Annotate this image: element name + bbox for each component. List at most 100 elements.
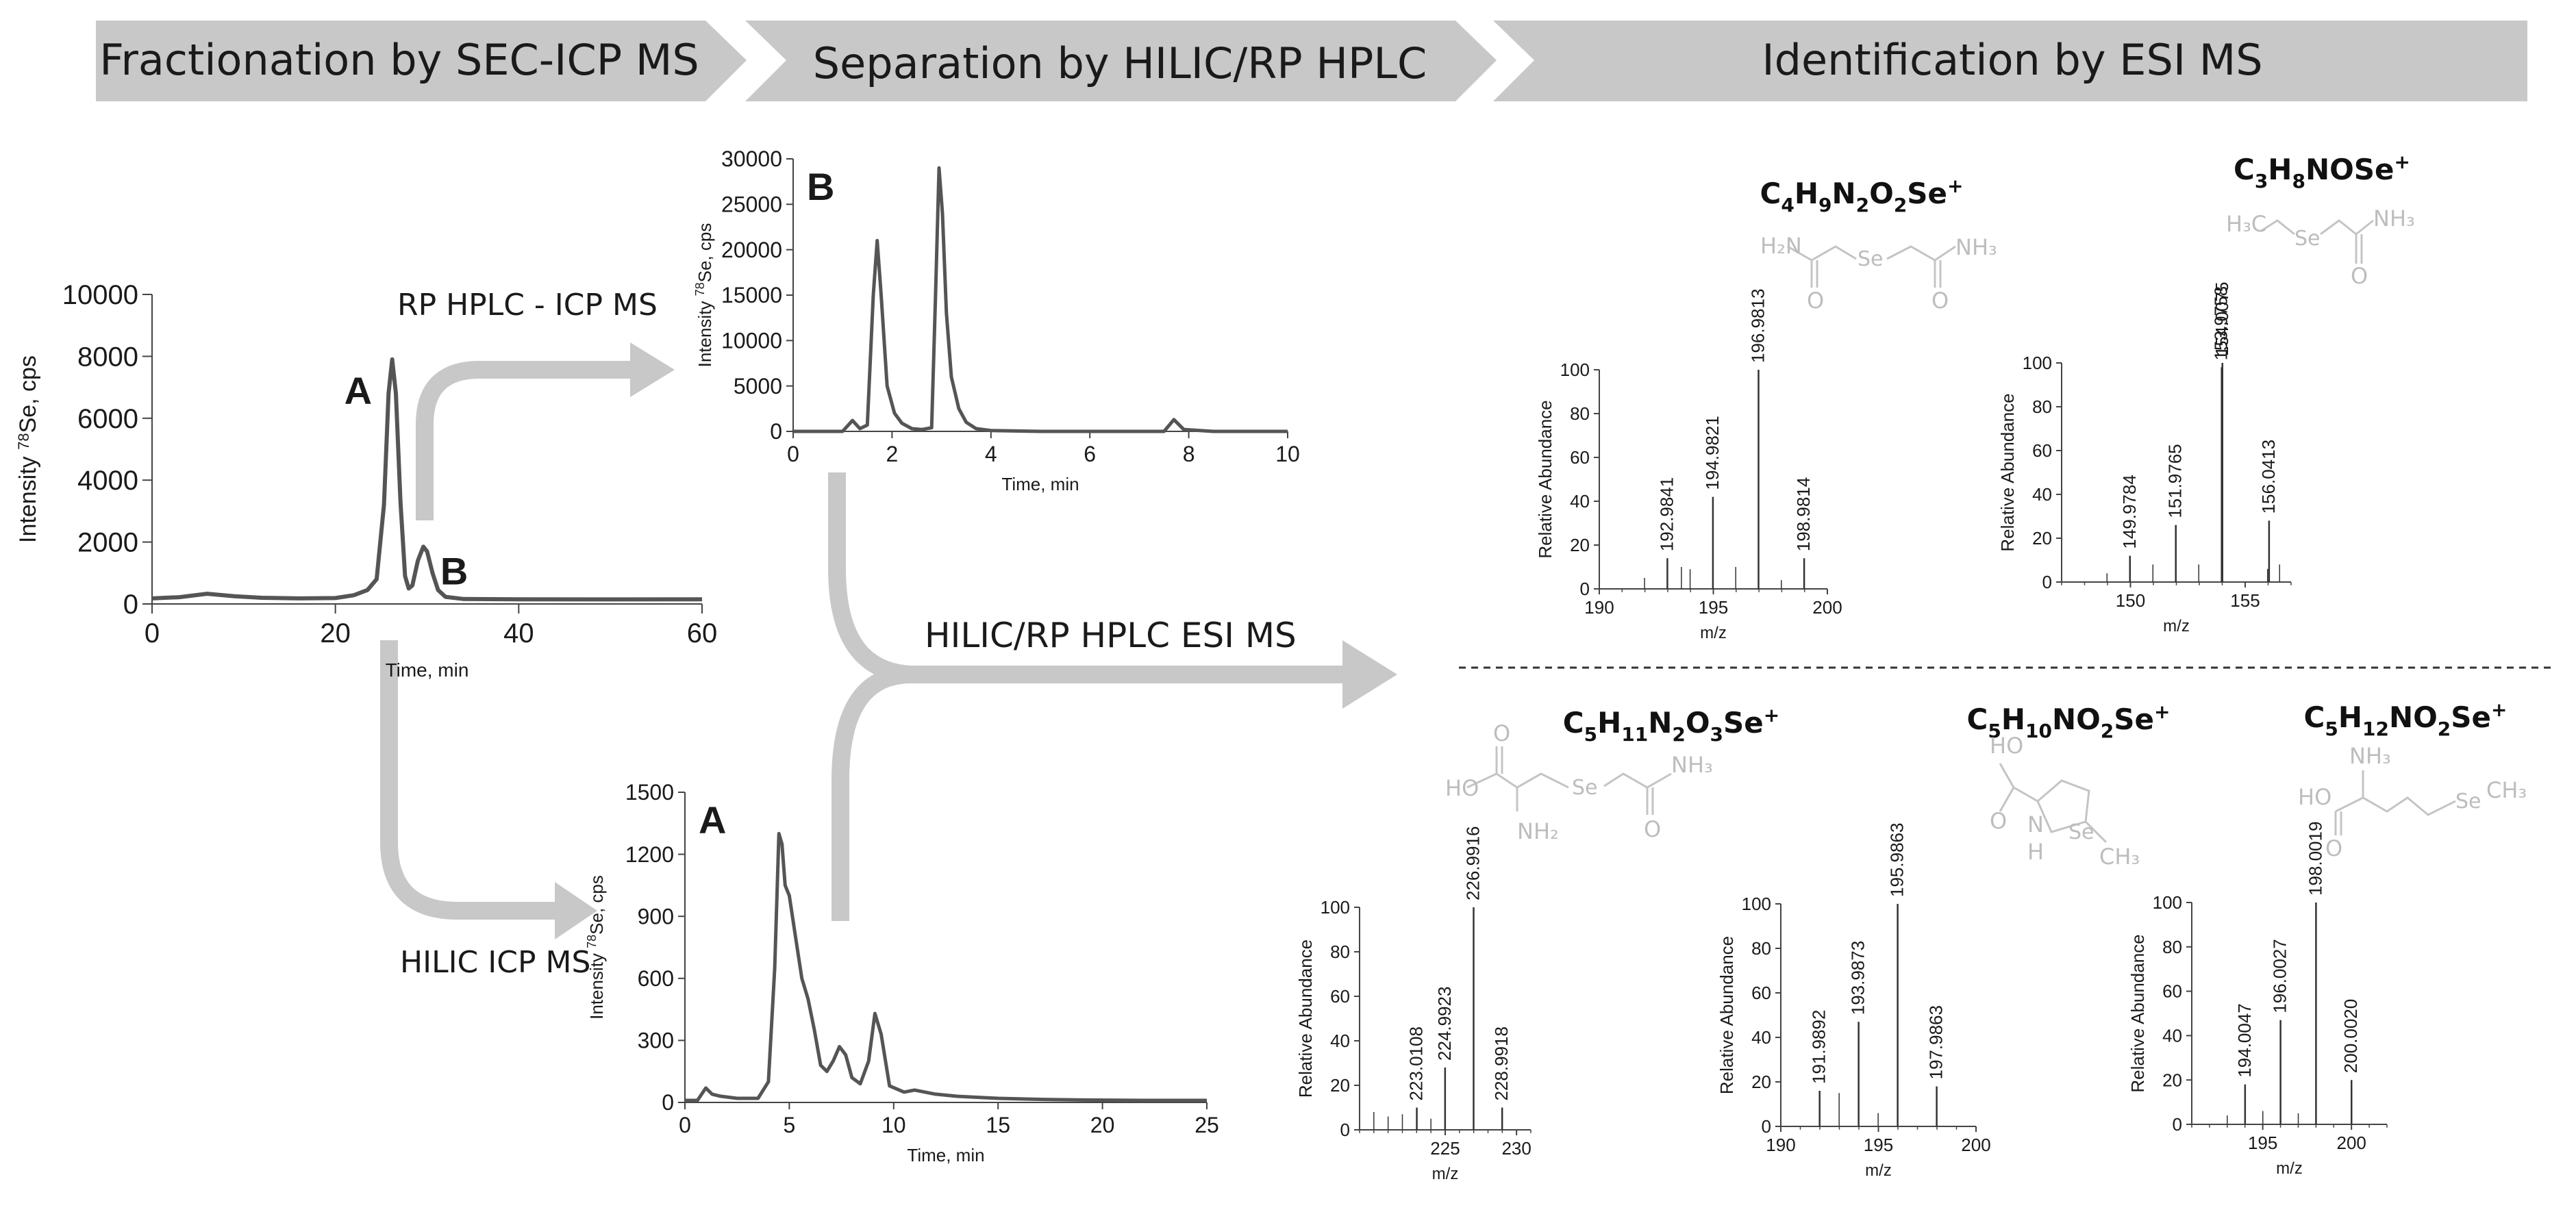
x-tick-label: 230 bbox=[1501, 1138, 1531, 1159]
chart-sec: 0 20 40 60 0 2000 4000 6000 8000 10000 Time, min In… bbox=[15, 280, 717, 681]
banner-step-1-shape bbox=[96, 21, 747, 101]
x-axis-label: Time, min bbox=[386, 659, 469, 681]
x-tick-label: 10 bbox=[1275, 442, 1300, 466]
x-tick-label: 40 bbox=[503, 618, 534, 648]
y-tick-label: 600 bbox=[638, 966, 674, 991]
atom-label: NH₃ bbox=[2349, 743, 2391, 769]
y-axis-label: Relative Abundance bbox=[1535, 400, 1555, 558]
x-tick-label: 200 bbox=[2336, 1133, 2366, 1153]
y-tick-label: 20 bbox=[1751, 1072, 1771, 1092]
atom-label: CH₃ bbox=[2486, 777, 2527, 803]
structure-c5h12no2se bbox=[2334, 770, 2456, 835]
ms-peak-label: 191.9892 bbox=[1809, 1010, 1829, 1084]
peak-label: A bbox=[345, 369, 372, 412]
panel-label: A bbox=[699, 798, 726, 842]
ms-peak-label: 226.9916 bbox=[1462, 826, 1483, 900]
atom-label: O bbox=[2325, 835, 2342, 861]
y-tick-label: 30000 bbox=[721, 147, 782, 171]
x-axis-label: m/z bbox=[2163, 617, 2190, 635]
y-tick-label: 0 bbox=[1762, 1116, 1771, 1137]
y-axis-label: Intensity 78Se, cps bbox=[693, 223, 715, 368]
ms-peak-label: 194.0047 bbox=[2234, 1003, 2255, 1077]
x-axis-label: m/z bbox=[2276, 1159, 2303, 1178]
x-tick-label: 195 bbox=[2248, 1133, 2277, 1153]
arrow-rp-shaft bbox=[416, 361, 634, 520]
y-axis-label: Intensity 78Se, cps bbox=[15, 355, 41, 543]
atom-label: Se bbox=[1858, 247, 1884, 271]
ms-peak-label: 156.0413 bbox=[2258, 440, 2279, 514]
x-tick-label: 5 bbox=[784, 1113, 796, 1137]
arrow-esi-label: HILIC/RP HPLC ESI MS bbox=[925, 616, 1297, 655]
chart-hilic: 0 5 10 15 20 25 0 300 600 900 1200 1500 Time, min Int… bbox=[585, 780, 1219, 1165]
y-tick-label: 20 bbox=[1330, 1075, 1350, 1096]
y-tick-label: 80 bbox=[1751, 938, 1771, 959]
y-tick-label: 8000 bbox=[77, 342, 138, 372]
y-tick-label: 1200 bbox=[625, 842, 674, 867]
ms-peak-label: 194.9821 bbox=[1702, 416, 1723, 490]
ms-peak-label: 223.0108 bbox=[1406, 1026, 1427, 1100]
x-axis-label: m/z bbox=[1865, 1161, 1892, 1180]
ms-peak-label: 200.0020 bbox=[2340, 999, 2361, 1073]
atom-label: H₂N bbox=[1760, 233, 1802, 259]
y-tick-label: 15000 bbox=[721, 283, 782, 307]
workflow-banner: Fractionation by SEC-ICP MS Separation b… bbox=[96, 21, 2527, 101]
panel-label: B bbox=[807, 165, 834, 208]
ms-peak-label: 198.9814 bbox=[1793, 477, 1814, 551]
y-tick-label: 0 bbox=[1580, 579, 1590, 599]
banner-step-2-shape bbox=[745, 21, 1497, 101]
y-tick-label: 100 bbox=[1742, 894, 1771, 914]
ms-peak-label: 196.9813 bbox=[1747, 289, 1768, 363]
atom-label: Se bbox=[2294, 227, 2321, 251]
y-tick-label: 80 bbox=[1330, 942, 1350, 962]
atom-label: H bbox=[2027, 839, 2044, 865]
x-axis-label: Time, min bbox=[1001, 474, 1079, 494]
x-tick-label: 25 bbox=[1195, 1113, 1219, 1137]
y-axis-label: Intensity 78Se, cps bbox=[585, 875, 607, 1020]
arrow-esi-shaft bbox=[904, 666, 1356, 683]
banner-step-1: Fractionation by SEC-ICP MS bbox=[99, 35, 699, 85]
atom-label: NH₂ bbox=[1517, 818, 1559, 844]
chart-ms2: 150 155 0 20 40 60 80 100 m/z Relative Abundance 1… bbox=[1997, 282, 2292, 635]
atom-label: N bbox=[2027, 811, 2044, 837]
y-tick-label: 80 bbox=[2032, 396, 2052, 417]
flow-arrows: RP HPLC - ICP MS HILIC ICP MS HILIC/RP H… bbox=[380, 288, 1397, 980]
atom-label: O bbox=[1931, 288, 1949, 314]
ms-peak-label: 151.9765 bbox=[2165, 444, 2186, 518]
y-axis-label: Relative Abundance bbox=[1716, 936, 1737, 1094]
ms-peak-label: 197.9863 bbox=[1926, 1005, 1947, 1079]
ms-peak-label: 228.9918 bbox=[1491, 1026, 1512, 1100]
x-tick-label: 155 bbox=[2230, 590, 2260, 611]
atom-label: NH₃ bbox=[1955, 234, 1997, 260]
y-tick-label: 10000 bbox=[62, 280, 138, 310]
x-tick-label: 150 bbox=[2116, 590, 2145, 611]
y-tick-label: 60 bbox=[1570, 447, 1590, 468]
x-tick-label: 8 bbox=[1183, 442, 1195, 466]
arrow-hilic-shaft bbox=[380, 640, 558, 920]
y-tick-label: 100 bbox=[1560, 359, 1590, 380]
series-line bbox=[793, 166, 1288, 433]
x-tick-label: 60 bbox=[687, 618, 718, 648]
peak-label: B bbox=[440, 549, 468, 592]
atom-label: Se bbox=[2068, 820, 2094, 844]
arrow-hilic-label: HILIC ICP MS bbox=[400, 945, 590, 980]
atom-label: Se bbox=[1572, 776, 1598, 800]
y-tick-label: 80 bbox=[1570, 403, 1590, 424]
structure-c3h8nose bbox=[2260, 219, 2374, 264]
ms-peak-label: 192.9841 bbox=[1656, 477, 1677, 551]
x-tick-label: 225 bbox=[1430, 1138, 1460, 1159]
arrow-esi-from-rp bbox=[828, 472, 912, 683]
y-tick-label: 10000 bbox=[721, 329, 782, 353]
y-tick-label: 5000 bbox=[734, 374, 782, 399]
y-axis-label: Relative Abundance bbox=[1997, 393, 2018, 551]
x-tick-label: 15 bbox=[986, 1113, 1010, 1137]
arrow-hilic-head bbox=[555, 882, 597, 939]
x-tick-label: 190 bbox=[1766, 1135, 1795, 1155]
y-tick-label: 40 bbox=[2162, 1026, 2182, 1046]
x-tick-label: 20 bbox=[1090, 1113, 1115, 1137]
y-tick-label: 40 bbox=[1330, 1031, 1350, 1051]
formula-c4h9n2o2se: C4H9N2O2Se+ bbox=[1760, 175, 1964, 216]
y-tick-label: 2000 bbox=[77, 528, 138, 558]
atom-label: CH₃ bbox=[2099, 844, 2140, 870]
chart-ms4: 190 195 200 0 20 40 60 80 100 m/z Relative Abundan… bbox=[1716, 823, 1991, 1180]
